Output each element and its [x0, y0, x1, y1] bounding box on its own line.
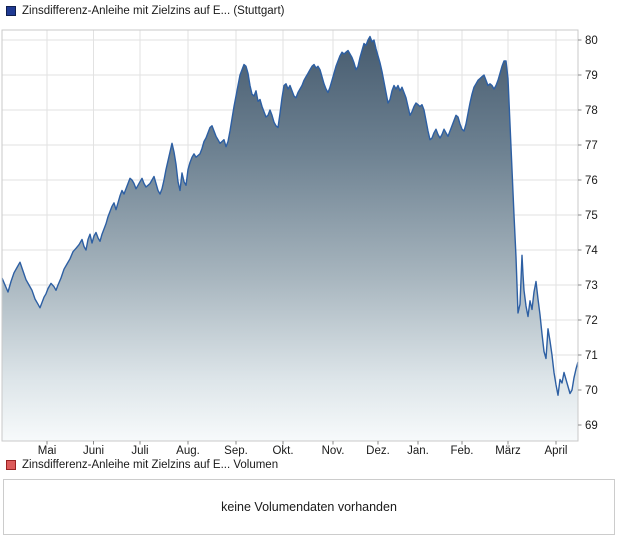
volume-series-label: Zinsdifferenz-Anleihe mit Zielzins auf E…	[22, 459, 279, 471]
x-tick-label: Sep.	[224, 445, 248, 457]
x-tick-label: Dez.	[366, 445, 390, 457]
y-tick-label: 76	[585, 175, 598, 187]
price-chart[interactable]: 69 70 71 72 73 74 75 76 77 78 79 80 Mai Juni Juli Aug. S…	[0, 0, 620, 463]
volume-legend: Zinsdifferenz-Anleihe mit Zielzins auf E…	[6, 459, 278, 471]
y-tick-label: 78	[585, 105, 598, 117]
x-tick-label: Nov.	[322, 445, 345, 457]
plot-border	[1, 29, 579, 442]
x-tick-label: Jan.	[407, 445, 429, 457]
y-tick-label: 69	[585, 420, 598, 432]
x-tick-label: Okt.	[272, 445, 293, 457]
x-tick-label: Aug.	[176, 445, 200, 457]
y-tick-label: 74	[585, 245, 598, 257]
y-tick-label: 70	[585, 385, 598, 397]
price-chart-svg[interactable]: 69 70 71 72 73 74 75 76 77 78 79 80 Mai Juni Juli Aug. S…	[0, 0, 620, 458]
no-volume-message: keine Volumendaten vorhanden	[221, 500, 397, 514]
y-tick-label: 71	[585, 350, 598, 362]
y-tick-label: 79	[585, 70, 598, 82]
price-line	[1, 35, 579, 396]
price-series-swatch-icon	[6, 6, 16, 16]
volume-panel: keine Volumendaten vorhanden	[3, 479, 615, 535]
y-tick-label: 77	[585, 140, 598, 152]
y-tick-label: 75	[585, 210, 598, 222]
x-tick-label: Mai	[38, 445, 57, 457]
price-legend: Zinsdifferenz-Anleihe mit Zielzins auf E…	[6, 5, 284, 17]
x-tick-label: Feb.	[450, 445, 473, 457]
x-tick-label: April	[544, 445, 567, 457]
y-tick-label: 72	[585, 315, 598, 327]
x-tick-label: März	[495, 445, 521, 457]
x-tick-label: Juni	[83, 445, 104, 457]
price-series-label: Zinsdifferenz-Anleihe mit Zielzins auf E…	[22, 5, 285, 17]
y-tick-label: 73	[585, 280, 598, 292]
y-tick-label: 80	[585, 35, 598, 47]
price-area-fill	[2, 36, 578, 441]
volume-series-swatch-icon	[6, 460, 16, 470]
x-tick-label: Juli	[131, 445, 148, 457]
